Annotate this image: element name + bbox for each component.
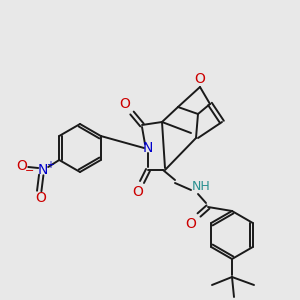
Text: −: − [25,166,34,176]
Text: O: O [35,191,46,205]
Text: N: N [143,141,153,155]
Text: O: O [133,185,143,199]
Text: O: O [120,97,130,111]
Text: N: N [38,163,48,177]
Text: O: O [16,159,27,173]
Text: O: O [186,217,196,231]
Text: O: O [195,72,206,86]
Text: NH: NH [192,181,210,194]
Text: +: + [46,160,54,170]
